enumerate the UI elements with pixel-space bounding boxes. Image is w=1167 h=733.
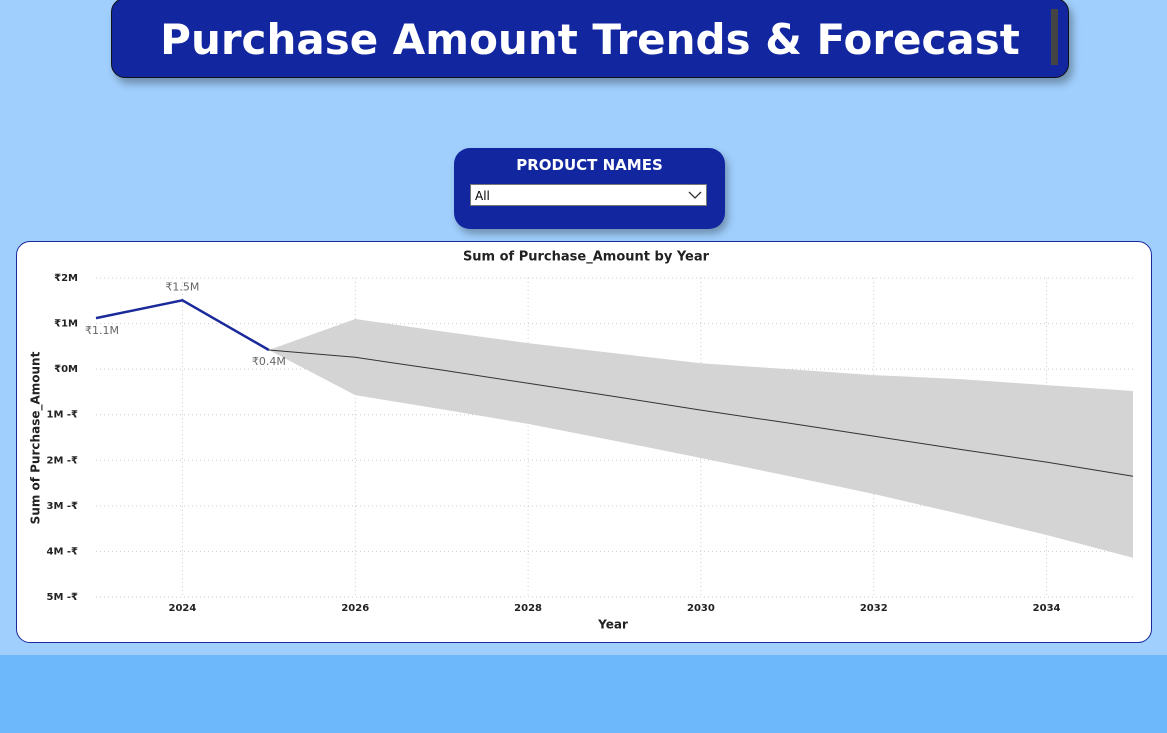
chart-title: Sum of Purchase_Amount by Year: [463, 250, 710, 265]
data-label: ₹1.1M: [85, 324, 119, 337]
y-tick-label: ₹0M: [54, 364, 78, 375]
y-tick-label: ₹2M: [54, 273, 78, 284]
y-tick-label: 3M -₹: [47, 501, 79, 512]
y-tick-label: 2M -₹: [47, 455, 79, 466]
slicer-label: PRODUCT NAMES: [516, 156, 663, 174]
series-line: [95, 299, 270, 352]
page-title: Purchase Amount Trends & Forecast: [160, 15, 1020, 64]
slicer: PRODUCT NAMES All: [454, 148, 725, 229]
forecast-band: [268, 319, 1133, 558]
slicer-dropdown[interactable]: All: [470, 184, 707, 206]
x-tick-label: 2034: [1033, 603, 1061, 614]
dropdown-value: All: [475, 189, 490, 203]
y-tick-label: 1M -₹: [47, 410, 79, 421]
y-tick-label: 4M -₹: [47, 546, 79, 557]
series-line: [268, 349, 1134, 477]
header: Purchase Amount Trends & Forecast: [111, 0, 1069, 78]
y-tick-label: ₹1M: [54, 319, 78, 330]
x-tick-label: 2026: [341, 603, 369, 614]
scrollbar: [1051, 9, 1058, 65]
x-axis-label: Year: [597, 618, 628, 632]
footer-strip: [0, 655, 1167, 733]
x-tick-label: 2024: [168, 603, 196, 614]
x-tick-label: 2028: [514, 603, 542, 614]
x-tick-label: 2032: [860, 603, 888, 614]
dropdown-arrow: [688, 191, 702, 199]
y-axis-label: Sum of Purchase_Amount: [29, 351, 44, 524]
data-label: ₹0.4M: [252, 355, 286, 368]
x-tick-label: 2030: [687, 603, 715, 614]
y-tick-label: 5M -₹: [47, 592, 79, 603]
data-label: ₹1.5M: [165, 280, 199, 293]
